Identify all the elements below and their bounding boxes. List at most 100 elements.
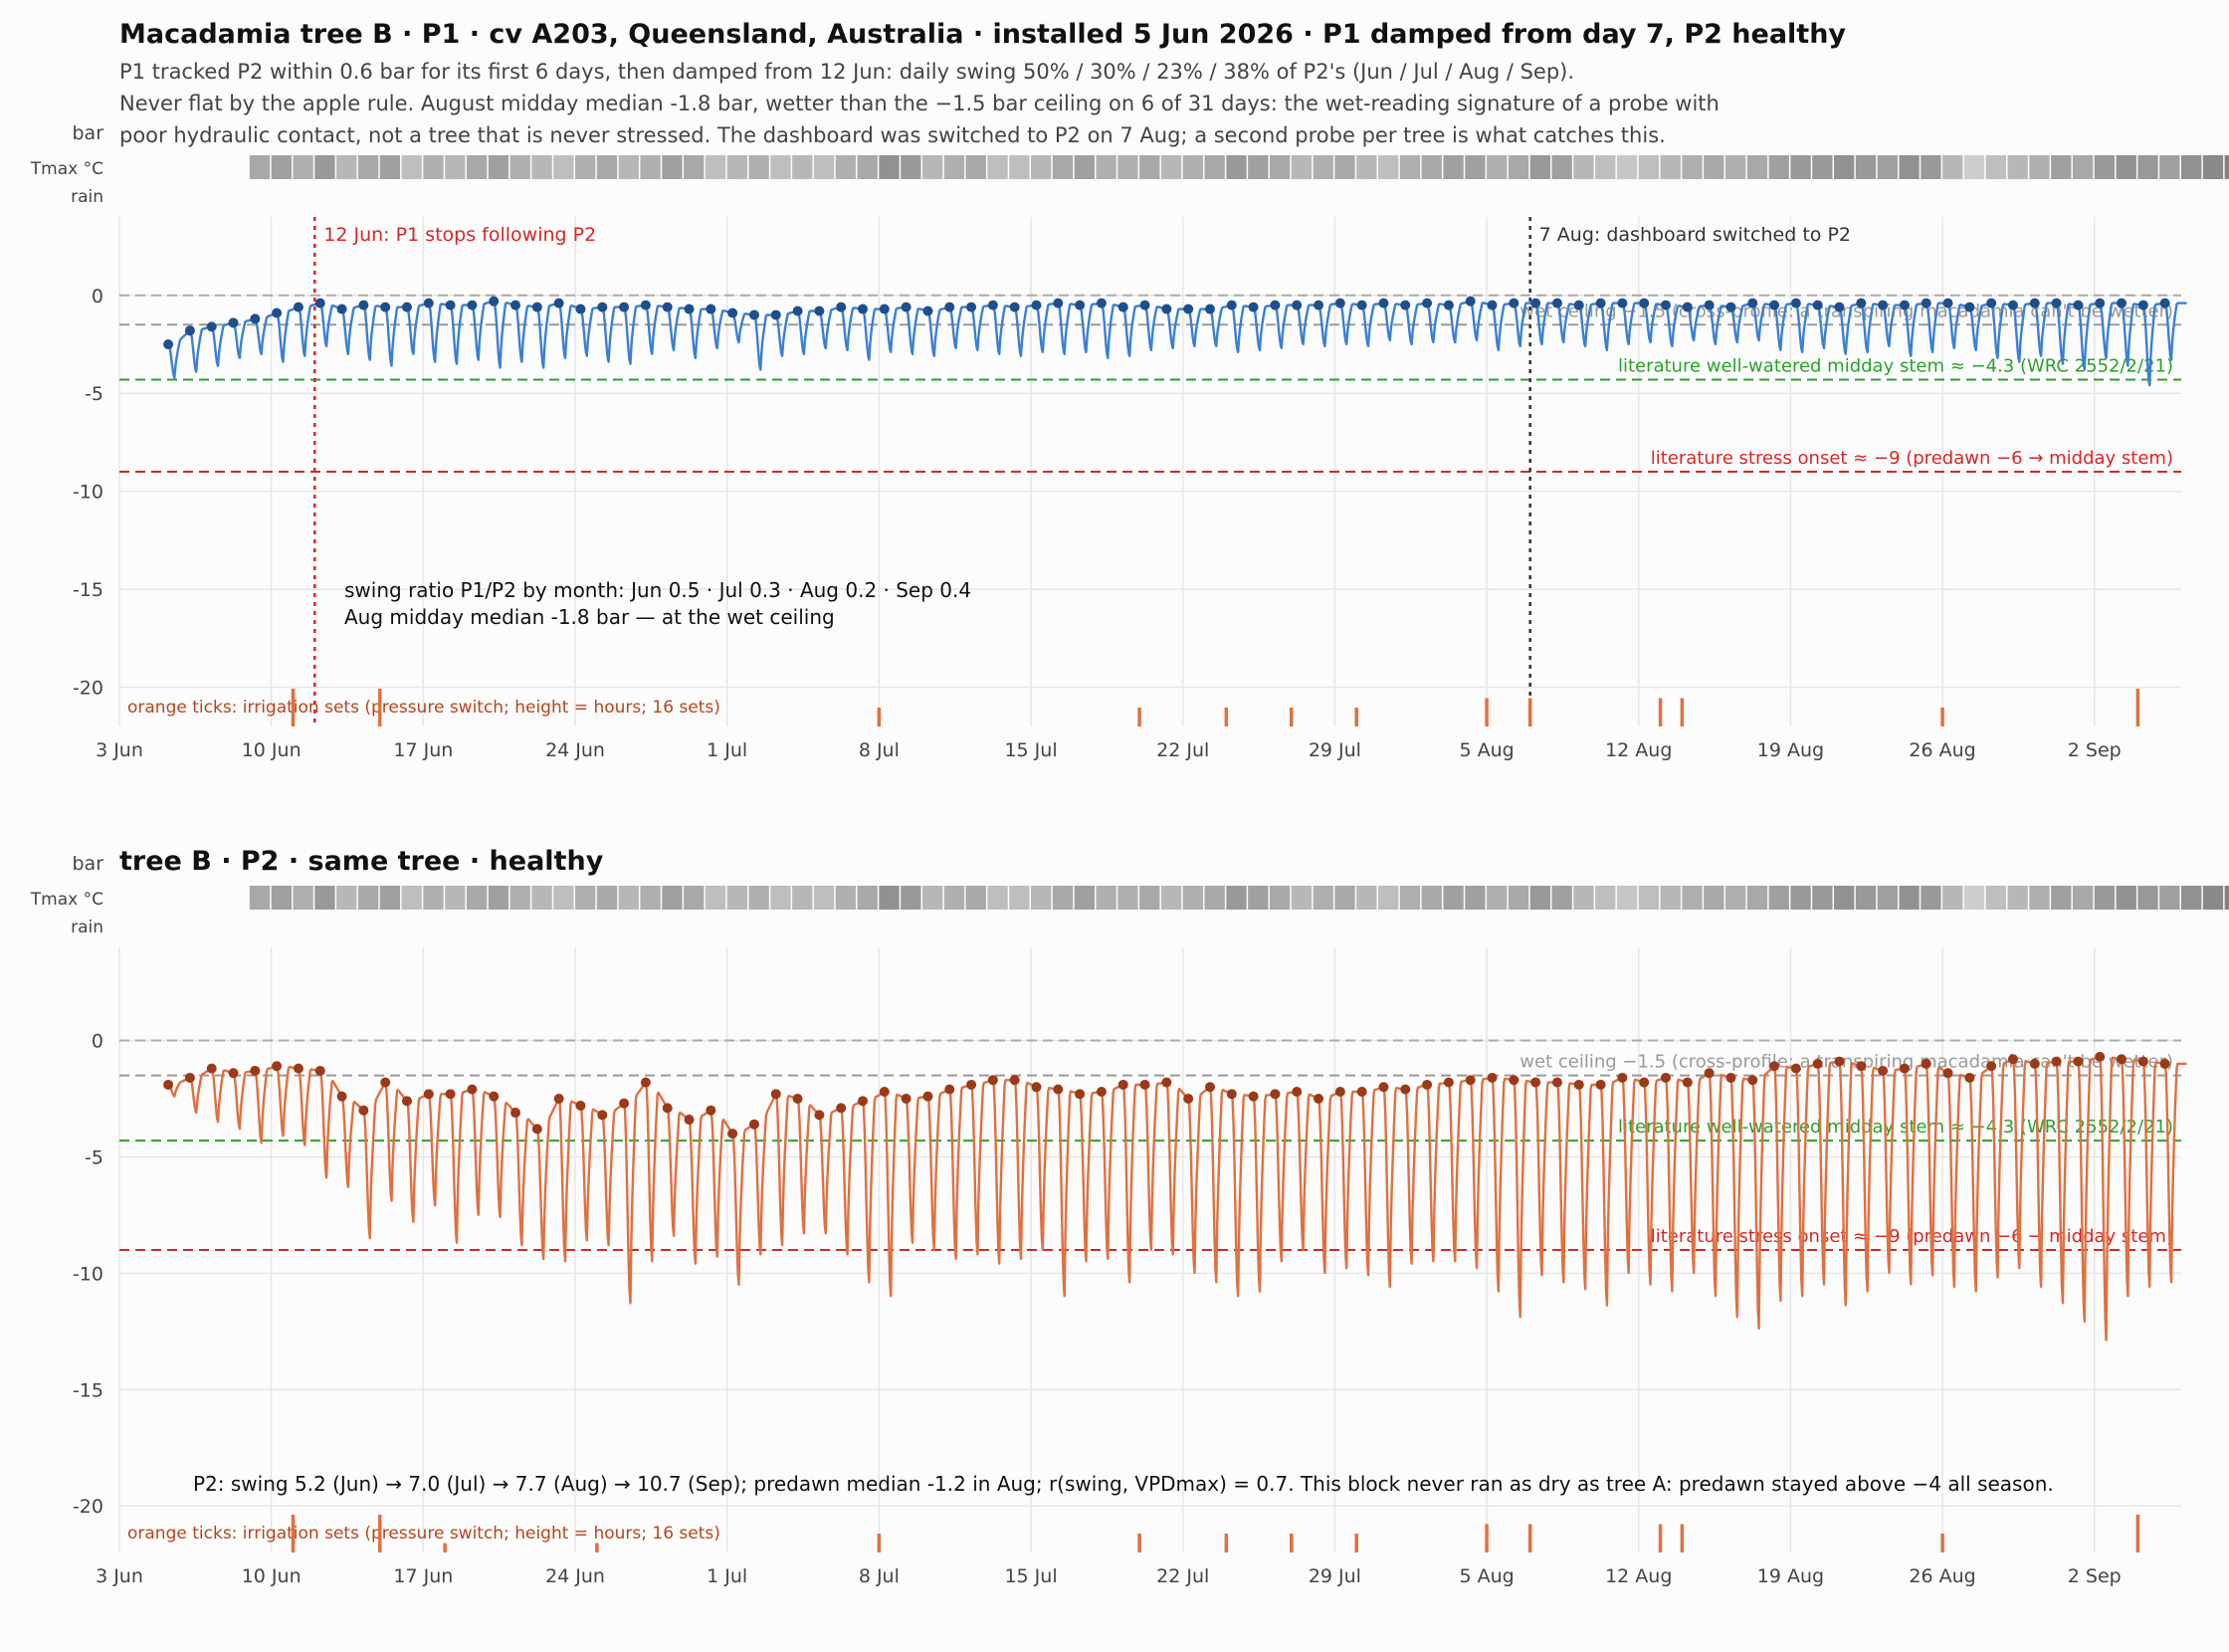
predawn-point [1942,1068,1953,1079]
predawn-point [1292,300,1303,310]
reference-label-well-watered: literature well-watered midday stem ≈ −4… [1618,355,2173,376]
tmax-cell [1160,155,1182,179]
predawn-point [445,1089,456,1100]
tmax-cell [748,886,769,910]
tmax-cell [2029,155,2050,179]
tmax-cell [987,155,1008,179]
p2-strip-label-rain: rain [71,918,103,937]
predawn-point [358,1105,369,1116]
tmax-cell [1421,886,1442,910]
predawn-point [684,304,695,314]
x-tick-label: 1 Jul [707,1565,747,1587]
y-tick-label: -10 [73,1263,103,1285]
tmax-cell [1529,155,1550,179]
tmax-cell [1921,155,1941,179]
predawn-point [1595,1079,1606,1090]
predawn-point [1747,298,1758,309]
predawn-point [814,306,825,316]
predawn-point [1117,302,1128,312]
predawn-point [1009,302,1020,312]
tmax-cell [1421,155,1442,179]
y-tick-label: 0 [92,1031,103,1053]
predawn-point [467,1084,478,1095]
tmax-cell [1899,886,1920,910]
predawn-point [272,308,283,318]
tmax-cell [640,155,661,179]
predawn-point [163,1079,174,1090]
tmax-cell [596,886,618,910]
tmax-cell [1399,886,1421,910]
plot-background-layer [118,155,2229,726]
tmax-cell [1356,886,1377,910]
x-tick-label: 10 Jun [242,739,302,761]
tmax-cell [1790,155,1811,179]
tmax-cell [1985,155,2007,179]
tmax-cell [1682,886,1703,910]
tmax-cell [249,886,271,910]
tmax-cell [2072,155,2094,179]
tmax-cell [1074,886,1095,910]
y-tick-label: -10 [73,482,103,504]
tmax-cell [1487,155,1508,179]
tmax-cell [1443,886,1464,910]
tmax-cell [1855,155,1877,179]
y-tick-label: -5 [85,1146,103,1168]
p1-strip-label-rain: rain [71,187,103,207]
predawn-point [1422,1079,1433,1090]
predawn-point [1443,1077,1454,1088]
predawn-point [1812,300,1823,310]
tmax-cell [1595,886,1616,910]
predawn-point [2095,298,2106,309]
predawn-point [770,1089,781,1100]
tmax-cell [813,886,835,910]
tmax-cell [1790,886,1811,910]
predawn-point [206,1063,217,1074]
predawn-point [1031,300,1042,310]
predawn-point [1617,1072,1628,1083]
x-tick-label: 22 Jul [1156,1565,1209,1587]
tmax-cell [1248,886,1269,910]
predawn-point [1509,1075,1520,1086]
tmax-cell [1117,886,1138,910]
reference-label-well-watered: literature well-watered midday stem ≈ −4… [1618,1117,2173,1137]
tmax-cell [1182,886,1204,910]
x-tick-label: 19 Aug [1757,1565,1824,1587]
predawn-point [575,1101,586,1112]
tmax-cell [1378,155,1399,179]
tmax-cell [1248,155,1269,179]
tmax-cell [1899,155,1920,179]
plot-background-layer [118,886,2229,1552]
predawn-point [531,1124,542,1135]
predawn-point [2029,298,2040,309]
predawn-point [1725,1072,1736,1083]
tmax-cell [488,886,509,910]
predawn-point [1053,1084,1064,1095]
y-tick-label: 0 [92,286,103,308]
tmax-cell [2094,886,2116,910]
predawn-point [1790,298,1801,309]
predawn-point [163,339,174,349]
predawn-point [228,1068,239,1079]
tmax-cell [857,886,878,910]
predawn-point [1769,300,1780,310]
p1-diurnal-line [167,300,2187,387]
tmax-cell [705,155,726,179]
tmax-cell [2116,155,2136,179]
predawn-point [1856,1061,1867,1072]
predawn-point [228,317,239,328]
predawn-point [1639,298,1650,309]
tmax-cell [835,155,857,179]
predawn-point [250,313,261,324]
tmax-cell [1812,155,1833,179]
x-tick-label: 2 Sep [2068,1565,2122,1587]
predawn-point [2117,298,2128,309]
predawn-point [401,302,412,312]
p2-strip-label-tmax: Tmax °C [30,890,103,910]
predawn-point [1053,298,1064,309]
predawn-point [1248,1091,1259,1102]
tmax-cell [1682,155,1703,179]
subtitle-line-3: poor hydraulic contact, not a tree that … [119,123,1666,147]
weather-strip [249,155,2229,179]
predawn-point [1378,1082,1389,1093]
tmax-cell [379,886,401,910]
